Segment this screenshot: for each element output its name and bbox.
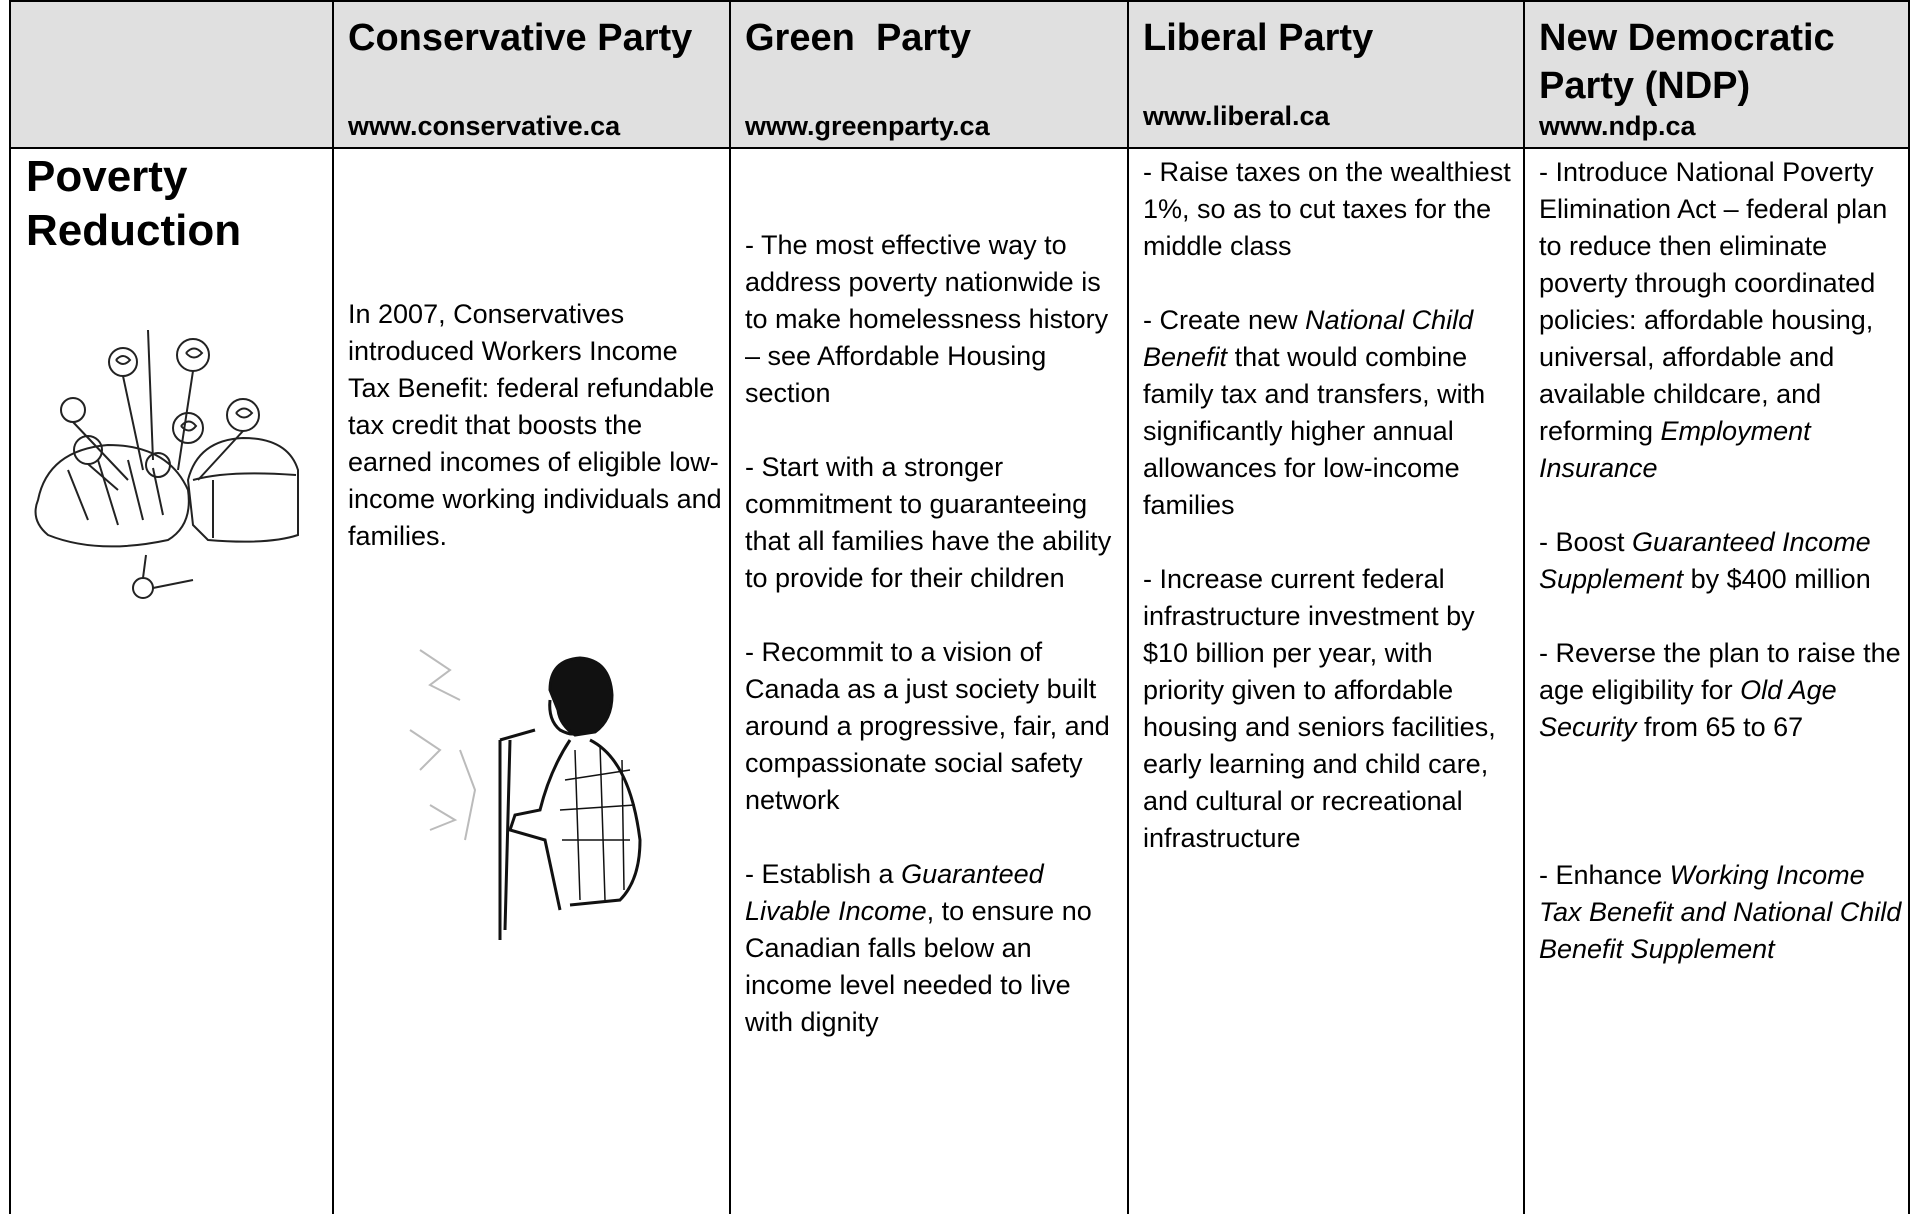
- paragraph: - Enhance Working Income Tax Benefit and…: [1539, 857, 1902, 968]
- paragraph: - Start with a stronger commitment to gu…: [745, 449, 1121, 597]
- text-run: - Boost: [1539, 527, 1632, 557]
- text-run: - Start with a stronger commitment to gu…: [745, 452, 1111, 593]
- text-run: In 2007, Conservatives introduced Worker…: [348, 299, 722, 551]
- bread-flowers-illustration: [28, 320, 308, 610]
- text-run: from 65 to 67: [1637, 712, 1804, 742]
- text-run: - Reverse the plan to raise the age elig…: [1539, 638, 1901, 705]
- party-name: Liberal Party: [1143, 14, 1519, 62]
- party-name: New Democratic Party (NDP): [1539, 14, 1904, 110]
- table-cell: - Introduce National Poverty Elimination…: [1539, 154, 1902, 1005]
- text-run: - Increase current federal infrastructur…: [1143, 564, 1496, 853]
- text-run: - Recommit to a vision of Canada as a ju…: [745, 637, 1110, 815]
- paragraph: - Reverse the plan to raise the age elig…: [1539, 635, 1902, 746]
- page: Poverty Reduction Conservative Party www.…: [0, 0, 1912, 1214]
- paragraph: - Boost Guaranteed Income Supplement by …: [1539, 524, 1902, 598]
- table-border: [9, 0, 11, 1214]
- text-run: - Establish a: [745, 859, 901, 889]
- party-url: www.ndp.ca: [1539, 110, 1696, 142]
- party-url: www.conservative.ca: [348, 110, 620, 142]
- table-cell: - The most effective way to address pove…: [745, 227, 1121, 1078]
- speaker-illustration: [400, 640, 660, 945]
- paragraph: - Recommit to a vision of Canada as a ju…: [745, 634, 1121, 819]
- column-header: Liberal Party www.liberal.ca: [1143, 2, 1519, 146]
- table-cell: In 2007, Conservatives introduced Worker…: [348, 296, 722, 592]
- text-run: by $400 million: [1683, 564, 1871, 594]
- party-name: Conservative Party: [348, 14, 724, 62]
- table-border: [332, 0, 334, 1214]
- column-header: Green Party www.greenparty.ca: [745, 2, 1123, 146]
- table-border: [1908, 0, 1910, 1214]
- text-run: - Enhance: [1539, 860, 1670, 890]
- paragraph: - Raise taxes on the wealthiest 1%, so a…: [1143, 154, 1517, 265]
- text-run: - The most effective way to address pove…: [745, 230, 1108, 408]
- paragraph: - Increase current federal infrastructur…: [1143, 561, 1517, 857]
- table-border: [729, 0, 731, 1214]
- table-cell: - Raise taxes on the wealthiest 1%, so a…: [1143, 154, 1517, 894]
- paragraph: - The most effective way to address pove…: [745, 227, 1121, 412]
- paragraph: - Create new National Child Benefit that…: [1143, 302, 1517, 524]
- row-label: Poverty Reduction: [26, 150, 316, 258]
- party-name: Green Party: [745, 14, 1123, 62]
- party-url: www.liberal.ca: [1143, 100, 1330, 132]
- paragraph: In 2007, Conservatives introduced Worker…: [348, 296, 722, 555]
- text-run: - Create new: [1143, 305, 1305, 335]
- table-border: [10, 147, 1910, 149]
- column-header: Conservative Party www.conservative.ca: [348, 2, 724, 146]
- party-url: www.greenparty.ca: [745, 110, 990, 142]
- column-header: New Democratic Party (NDP)www.ndp.ca: [1539, 2, 1904, 146]
- text-run: - Introduce National Poverty Elimination…: [1539, 157, 1887, 446]
- table-border: [1127, 0, 1129, 1214]
- table-border: [1523, 0, 1525, 1214]
- text-run: - Raise taxes on the wealthiest 1%, so a…: [1143, 157, 1511, 261]
- paragraph: - Introduce National Poverty Elimination…: [1539, 154, 1902, 487]
- paragraph: - Establish a Guaranteed Livable Income,…: [745, 856, 1121, 1041]
